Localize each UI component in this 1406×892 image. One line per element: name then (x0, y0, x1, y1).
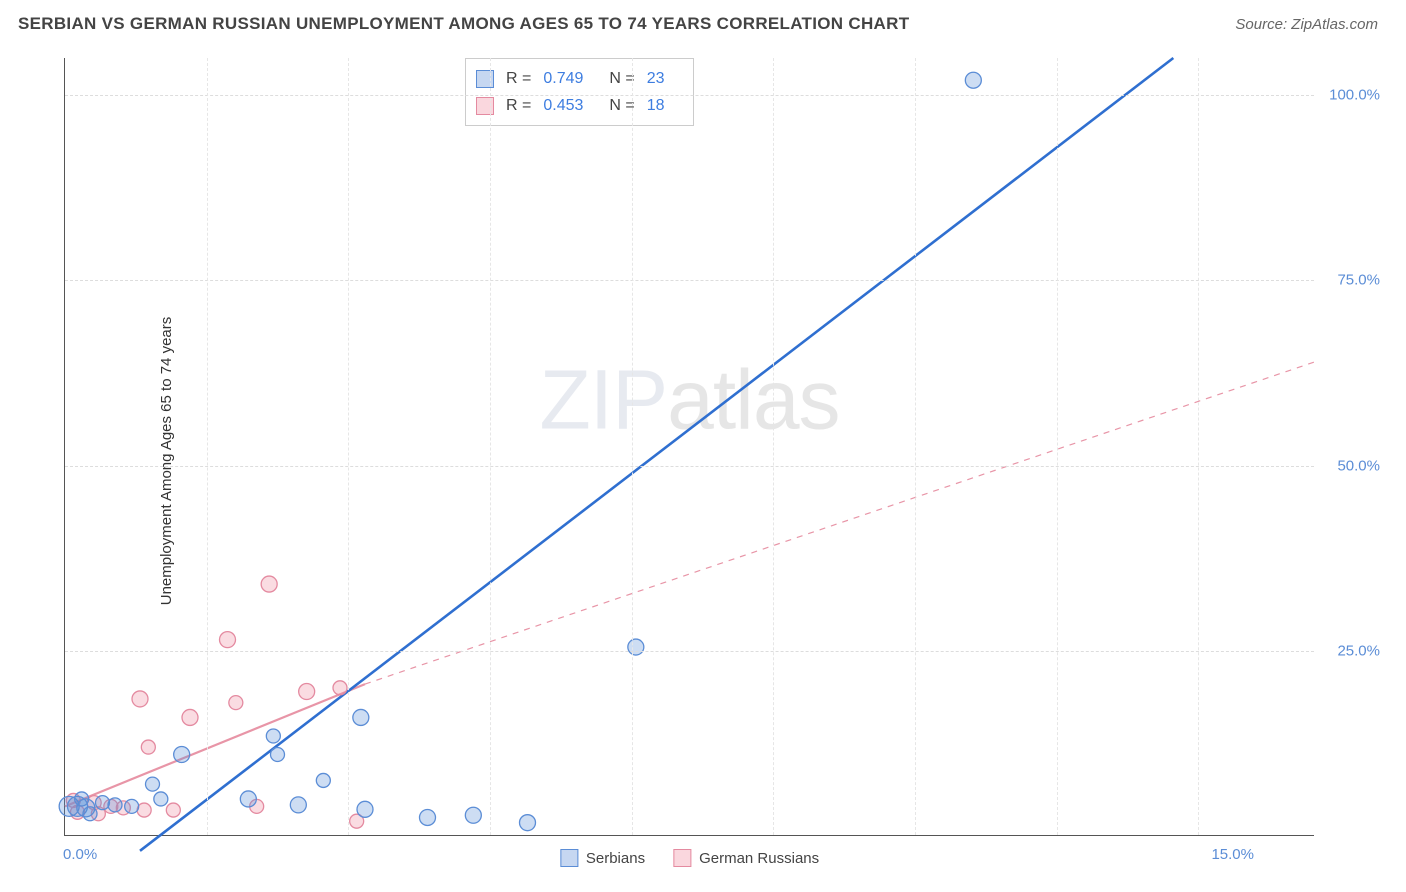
n-value-pink: 18 (647, 92, 665, 119)
swatch-blue-icon (476, 70, 494, 88)
chart-area: Unemployment Among Ages 65 to 74 years Z… (18, 48, 1388, 874)
chart-title: SERBIAN VS GERMAN RUSSIAN UNEMPLOYMENT A… (18, 14, 909, 34)
scatter-point-blue (96, 796, 110, 810)
scatter-point-blue (108, 798, 122, 812)
chart-source: Source: ZipAtlas.com (1235, 16, 1378, 33)
scatter-point-blue (146, 777, 160, 791)
scatter-point-blue (520, 815, 536, 831)
gridline-v (207, 58, 208, 835)
r-value-blue: 0.749 (543, 65, 583, 92)
swatch-pink-icon (476, 97, 494, 115)
legend-swatch-pink-icon (673, 849, 691, 867)
scatter-point-pink (220, 632, 236, 648)
plot-svg (65, 58, 1314, 835)
scatter-point-blue (357, 801, 373, 817)
scatter-point-pink (132, 691, 148, 707)
y-tick-label: 75.0% (1324, 272, 1380, 289)
scatter-point-blue (628, 639, 644, 655)
trendline-pink-solid (65, 684, 365, 806)
gridline-v (632, 58, 633, 835)
scatter-point-pink (261, 576, 277, 592)
scatter-point-blue (420, 809, 436, 825)
stats-row-german-russians: R = 0.453 N = 18 (476, 92, 679, 119)
legend-label-german-russians: German Russians (699, 850, 819, 867)
scatter-point-blue (271, 747, 285, 761)
scatter-point-pink (137, 803, 151, 817)
scatter-point-blue (965, 72, 981, 88)
trendline-pink-dashed (365, 362, 1315, 684)
x-tick-last: 15.0% (1211, 846, 1254, 863)
correlation-stats-box: R = 0.749 N = 23 R = 0.453 N = 18 (465, 58, 694, 126)
scatter-point-pink (229, 696, 243, 710)
scatter-point-blue (83, 807, 97, 821)
scatter-point-blue (240, 791, 256, 807)
scatter-point-blue (154, 792, 168, 806)
scatter-point-pink (182, 709, 198, 725)
scatter-point-blue (290, 797, 306, 813)
r-label-blue: R = (506, 65, 531, 92)
scatter-point-blue (353, 709, 369, 725)
legend-item-german-russians: German Russians (673, 849, 819, 867)
gridline-h (65, 651, 1314, 652)
scatter-point-pink (333, 681, 347, 695)
legend-label-serbians: Serbians (586, 850, 645, 867)
trendline-blue (140, 58, 1173, 851)
source-prefix: Source: (1235, 16, 1291, 33)
scatter-point-pink (141, 740, 155, 754)
y-tick-label: 50.0% (1324, 457, 1380, 474)
r-value-pink: 0.453 (543, 92, 583, 119)
gridline-v (1057, 58, 1058, 835)
gridline-v (915, 58, 916, 835)
chart-header: SERBIAN VS GERMAN RUSSIAN UNEMPLOYMENT A… (0, 0, 1406, 42)
scatter-point-blue (266, 729, 280, 743)
plot-region: ZIPatlas R = 0.749 N = 23 R = 0.453 N = … (64, 58, 1314, 836)
gridline-v (773, 58, 774, 835)
gridline-h (65, 95, 1314, 96)
legend-item-serbians: Serbians (560, 849, 645, 867)
gridline-v (348, 58, 349, 835)
source-name: ZipAtlas.com (1291, 16, 1378, 33)
scatter-point-pink (166, 803, 180, 817)
scatter-point-blue (174, 746, 190, 762)
gridline-v (490, 58, 491, 835)
scatter-point-blue (316, 773, 330, 787)
stats-row-serbians: R = 0.749 N = 23 (476, 65, 679, 92)
scatter-point-blue (125, 799, 139, 813)
legend: Serbians German Russians (560, 849, 819, 867)
gridline-h (65, 466, 1314, 467)
scatter-point-blue (465, 807, 481, 823)
gridline-h (65, 280, 1314, 281)
x-tick-first: 0.0% (63, 846, 97, 863)
y-tick-label: 25.0% (1324, 642, 1380, 659)
scatter-point-pink (299, 684, 315, 700)
legend-swatch-blue-icon (560, 849, 578, 867)
n-value-blue: 23 (647, 65, 665, 92)
y-tick-label: 100.0% (1324, 87, 1380, 104)
gridline-v (1198, 58, 1199, 835)
r-label-pink: R = (506, 92, 531, 119)
